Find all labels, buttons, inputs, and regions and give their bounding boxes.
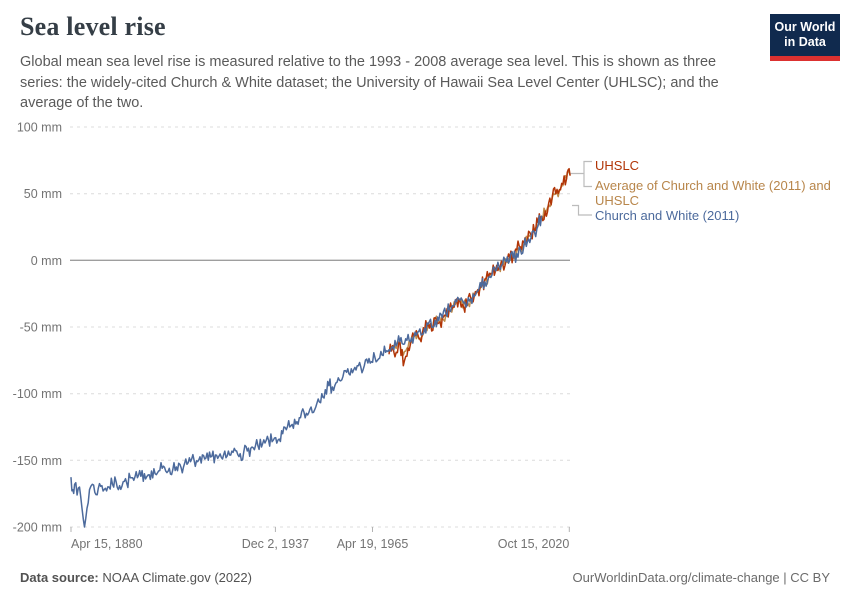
owid-logo-line2: in Data	[784, 35, 826, 50]
data-source-label: Data source:	[20, 570, 99, 585]
legend-connector-church-white	[572, 204, 592, 216]
y-axis-label: 50 mm	[24, 187, 62, 201]
owid-logo-line1: Our World	[774, 20, 836, 34]
attribution-link[interactable]: OurWorldinData.org/climate-change | CC B…	[572, 570, 830, 585]
series-line-church-and-white-2011[interactable]	[70, 214, 543, 528]
legend-connector-upper	[570, 160, 592, 188]
y-axis-label: -150 mm	[13, 454, 62, 468]
data-source: Data source: NOAA Climate.gov (2022)	[20, 570, 252, 585]
x-axis-label: Apr 19, 1965	[337, 537, 409, 551]
owid-logo[interactable]: Our World in Data	[770, 14, 840, 61]
page-title: Sea level rise	[20, 12, 166, 41]
series-line-average-of-church-and-white-2011-and-uhslc[interactable]	[388, 170, 571, 356]
y-axis-label: -100 mm	[13, 387, 62, 401]
y-axis-label: 100 mm	[17, 121, 62, 135]
legend-item-church-white[interactable]: Church and White (2011)	[595, 208, 740, 223]
data-source-value: NOAA Climate.gov (2022)	[98, 570, 252, 585]
y-axis-label: -200 mm	[13, 521, 62, 535]
y-axis-label: 0 mm	[31, 254, 62, 268]
chart-footer: Data source: NOAA Climate.gov (2022) Our…	[0, 567, 850, 593]
x-axis-label: Dec 2, 1937	[242, 537, 309, 551]
legend-item-average[interactable]: Average of Church and White (2011) and U…	[595, 178, 831, 208]
x-axis-label: Oct 15, 2020	[498, 537, 570, 551]
chart-subtitle: Global mean sea level rise is measured r…	[20, 54, 719, 112]
y-axis-label: -50 mm	[20, 321, 62, 335]
x-axis-label: Apr 15, 1880	[71, 537, 143, 551]
legend-item-uhslc[interactable]: UHSLC	[595, 158, 640, 173]
